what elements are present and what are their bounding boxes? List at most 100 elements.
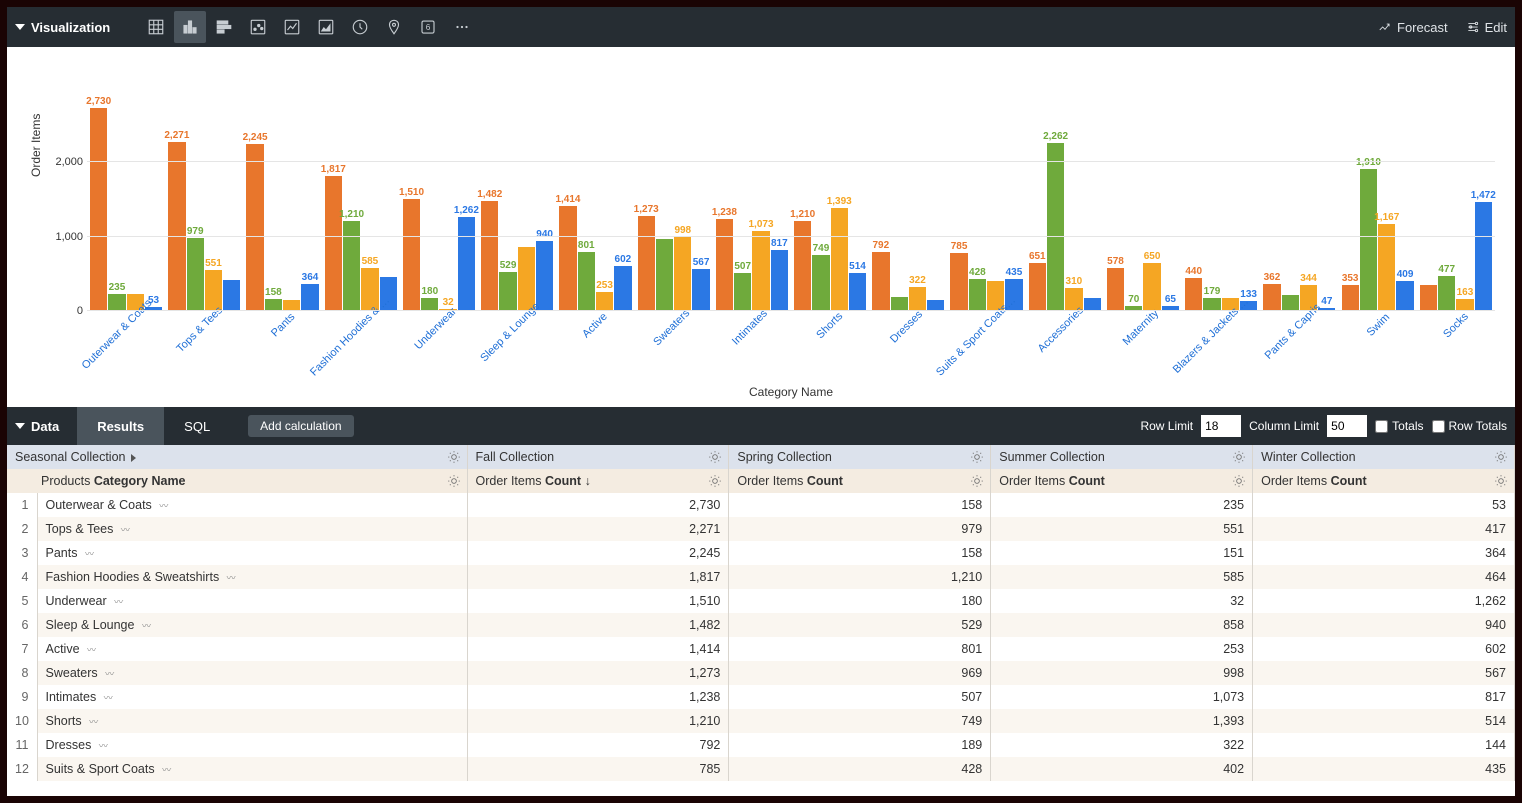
- category-cell[interactable]: Underwear 〰: [37, 589, 467, 613]
- bar[interactable]: 1,817: [325, 176, 342, 311]
- measure-header[interactable]: Order Items Count ↓: [467, 469, 729, 493]
- value-cell[interactable]: 602: [1253, 637, 1515, 661]
- bar[interactable]: 235: [108, 294, 125, 311]
- bar[interactable]: 578: [1107, 268, 1124, 311]
- value-cell[interactable]: 858: [991, 613, 1253, 637]
- bar[interactable]: 1,393: [831, 208, 848, 311]
- bar[interactable]: 180: [421, 298, 438, 311]
- totals-checkbox[interactable]: Totals: [1375, 419, 1423, 433]
- bar[interactable]: 514: [849, 273, 866, 311]
- x-category-label[interactable]: Underwear: [400, 311, 478, 377]
- pivot-value-header[interactable]: Winter Collection: [1253, 445, 1515, 469]
- bar[interactable]: 1,210: [343, 221, 360, 311]
- value-cell[interactable]: 402: [991, 757, 1253, 781]
- add-calculation-button[interactable]: Add calculation: [248, 415, 353, 437]
- x-category-label[interactable]: Outerwear & Coats: [87, 311, 165, 377]
- value-cell[interactable]: 158: [729, 493, 991, 517]
- bar[interactable]: 353: [1342, 285, 1359, 311]
- gear-icon[interactable]: [708, 450, 722, 464]
- bar[interactable]: [1084, 298, 1101, 311]
- category-cell[interactable]: Dresses 〰: [37, 733, 467, 757]
- category-cell[interactable]: Shorts 〰: [37, 709, 467, 733]
- value-cell[interactable]: 1,414: [467, 637, 729, 661]
- bar[interactable]: 428: [969, 279, 986, 311]
- value-cell[interactable]: 151: [991, 541, 1253, 565]
- value-cell[interactable]: 529: [729, 613, 991, 637]
- value-cell[interactable]: 1,262: [1253, 589, 1515, 613]
- bar[interactable]: 477: [1438, 276, 1455, 311]
- vis-type-single-icon[interactable]: 6: [412, 11, 444, 43]
- value-cell[interactable]: 2,271: [467, 517, 729, 541]
- dimension-header[interactable]: Products Category Name: [7, 469, 467, 493]
- category-cell[interactable]: Outerwear & Coats 〰: [37, 493, 467, 517]
- pivot-value-header[interactable]: Spring Collection: [729, 445, 991, 469]
- gear-icon[interactable]: [1494, 450, 1508, 464]
- value-cell[interactable]: 1,210: [729, 565, 991, 589]
- tab-results[interactable]: Results: [77, 407, 164, 445]
- bar[interactable]: 364: [301, 284, 318, 311]
- bar[interactable]: 2,245: [246, 144, 263, 311]
- bar[interactable]: 322: [909, 287, 926, 311]
- bar[interactable]: 650: [1143, 263, 1160, 311]
- chart-plot[interactable]: 2,730235532,2719795512,2451583641,8171,2…: [87, 63, 1495, 399]
- value-cell[interactable]: 2,245: [467, 541, 729, 565]
- bar[interactable]: 440: [1185, 278, 1202, 311]
- value-cell[interactable]: 1,393: [991, 709, 1253, 733]
- gear-icon[interactable]: [1232, 474, 1246, 488]
- bar[interactable]: 362: [1263, 284, 1280, 311]
- x-category-label[interactable]: Intimates: [713, 311, 791, 377]
- column-limit-input[interactable]: [1327, 415, 1367, 437]
- edit-button[interactable]: Edit: [1466, 20, 1507, 35]
- bar[interactable]: 1,910: [1360, 169, 1377, 311]
- value-cell[interactable]: 979: [729, 517, 991, 541]
- value-cell[interactable]: 189: [729, 733, 991, 757]
- value-cell[interactable]: 940: [1253, 613, 1515, 637]
- value-cell[interactable]: 507: [729, 685, 991, 709]
- collapse-visualization-caret[interactable]: [15, 24, 25, 30]
- gear-icon[interactable]: [708, 474, 722, 488]
- bar[interactable]: 801: [578, 252, 595, 312]
- value-cell[interactable]: 792: [467, 733, 729, 757]
- bar[interactable]: 749: [812, 255, 829, 311]
- x-category-label[interactable]: Pants & Capris: [1260, 311, 1338, 377]
- value-cell[interactable]: 253: [991, 637, 1253, 661]
- vis-type-map-icon[interactable]: [378, 11, 410, 43]
- tab-sql[interactable]: SQL: [164, 407, 230, 445]
- bar[interactable]: 2,271: [168, 142, 185, 311]
- category-cell[interactable]: Fashion Hoodies & Sweatshirts 〰: [37, 565, 467, 589]
- value-cell[interactable]: 998: [991, 661, 1253, 685]
- value-cell[interactable]: 551: [991, 517, 1253, 541]
- bar[interactable]: 998: [674, 237, 691, 311]
- value-cell[interactable]: 817: [1253, 685, 1515, 709]
- value-cell[interactable]: 158: [729, 541, 991, 565]
- value-cell[interactable]: 417: [1253, 517, 1515, 541]
- bar[interactable]: [1282, 295, 1299, 311]
- gear-icon[interactable]: [1232, 450, 1246, 464]
- pivot-value-header[interactable]: Fall Collection: [467, 445, 729, 469]
- bar[interactable]: 1,262: [458, 217, 475, 311]
- value-cell[interactable]: 180: [729, 589, 991, 613]
- pivot-value-header[interactable]: Summer Collection: [991, 445, 1253, 469]
- category-cell[interactable]: Pants 〰: [37, 541, 467, 565]
- value-cell[interactable]: 749: [729, 709, 991, 733]
- pivot-header[interactable]: Seasonal Collection: [7, 445, 467, 469]
- bar[interactable]: 567: [692, 269, 709, 311]
- bar[interactable]: 179: [1203, 298, 1220, 311]
- gear-icon[interactable]: [1494, 474, 1508, 488]
- gear-icon[interactable]: [970, 450, 984, 464]
- forecast-button[interactable]: Forecast: [1378, 20, 1448, 35]
- value-cell[interactable]: 969: [729, 661, 991, 685]
- bar[interactable]: 1,073: [752, 231, 769, 311]
- x-category-label[interactable]: Blazers & Jackets …: [1182, 311, 1260, 377]
- collapse-data-caret[interactable]: [15, 423, 25, 429]
- vis-type-timeline-icon[interactable]: [344, 11, 376, 43]
- category-cell[interactable]: Intimates 〰: [37, 685, 467, 709]
- bar[interactable]: 507: [734, 273, 751, 311]
- bar[interactable]: 1,167: [1378, 224, 1395, 311]
- value-cell[interactable]: 567: [1253, 661, 1515, 685]
- bar[interactable]: [656, 239, 673, 311]
- bar[interactable]: 817: [771, 250, 788, 311]
- value-cell[interactable]: 235: [991, 493, 1253, 517]
- value-cell[interactable]: 1,482: [467, 613, 729, 637]
- value-cell[interactable]: 435: [1253, 757, 1515, 781]
